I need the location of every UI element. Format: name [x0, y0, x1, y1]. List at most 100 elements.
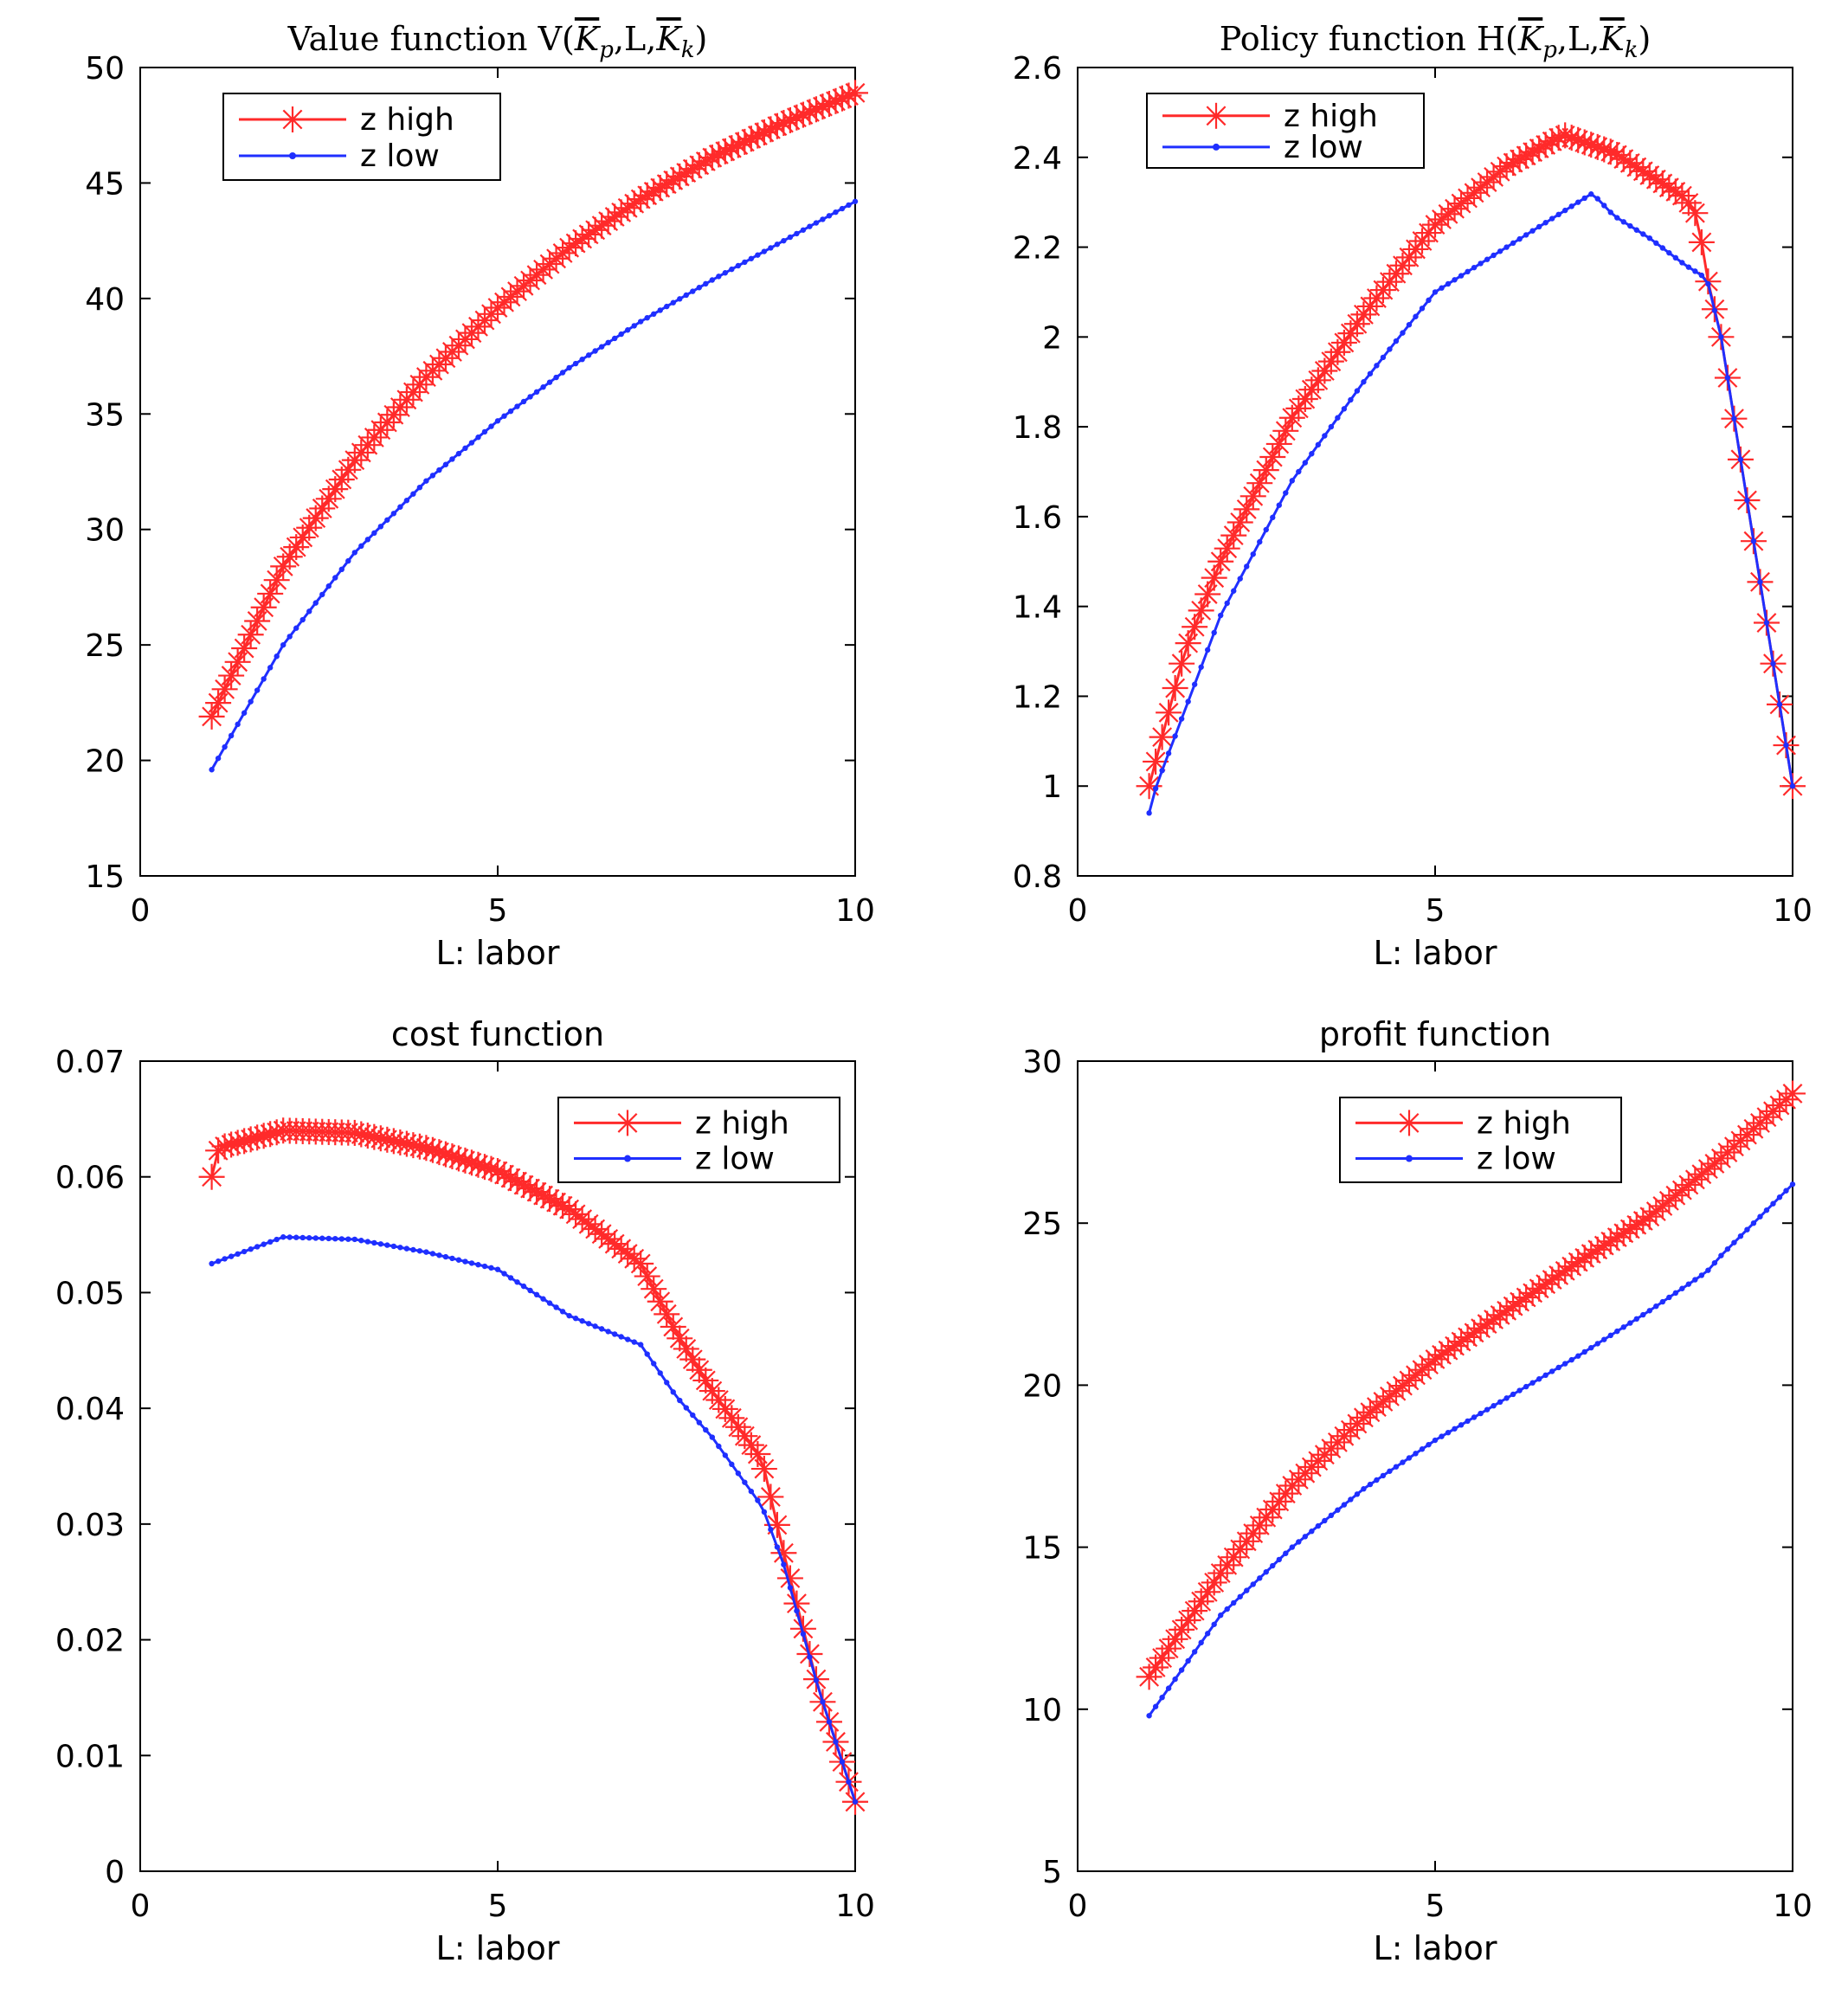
- y-tick-label: 1.2: [1013, 679, 1062, 715]
- data-point: [1744, 1226, 1750, 1232]
- data-point: [436, 1252, 442, 1258]
- data-point: [598, 1326, 605, 1332]
- data-point: [657, 1370, 663, 1376]
- data-point: [1620, 1324, 1626, 1330]
- data-point: [677, 296, 683, 302]
- data-point: [1789, 783, 1796, 789]
- data-point: [716, 1443, 722, 1450]
- data-point: [1406, 1455, 1413, 1461]
- data-point: [241, 710, 248, 716]
- data-point: [325, 583, 332, 589]
- data-point: [1770, 660, 1776, 666]
- legend-box: [222, 93, 501, 181]
- y-tick-label: 0.03: [55, 1508, 125, 1543]
- data-point: [1204, 647, 1211, 653]
- data-point-asterisk: [621, 1245, 647, 1272]
- data-point: [1270, 514, 1276, 521]
- data-point: [611, 335, 618, 342]
- data-point: [1224, 600, 1230, 607]
- data-point: [1250, 551, 1256, 557]
- data-point: [670, 1389, 676, 1395]
- data-point: [1523, 232, 1529, 238]
- data-point-asterisk: [231, 635, 258, 662]
- data-point: [429, 1251, 436, 1257]
- y-tick-label: 1.4: [1013, 590, 1062, 626]
- data-point: [566, 1312, 572, 1319]
- data-point: [1633, 1316, 1639, 1323]
- data-point-asterisk: [263, 567, 290, 594]
- data-point: [1270, 1562, 1276, 1569]
- data-point: [1458, 1422, 1465, 1428]
- data-point: [1536, 223, 1542, 230]
- data-point: [1568, 1356, 1574, 1363]
- chart-title-part: K: [1599, 20, 1626, 58]
- data-point: [1646, 235, 1653, 241]
- data-point: [1315, 441, 1322, 448]
- data-point: [1614, 1328, 1620, 1335]
- data-point: [280, 641, 287, 648]
- data-point: [1737, 456, 1744, 463]
- data-point: [598, 344, 605, 350]
- data-point: [1581, 195, 1587, 202]
- data-point-asterisk: [757, 1483, 784, 1510]
- data-point-asterisk: [1252, 457, 1279, 484]
- series-line: [210, 1129, 857, 1803]
- data-point: [1659, 245, 1666, 251]
- data-point: [1185, 1657, 1191, 1664]
- data-point: [1302, 460, 1309, 466]
- data-point: [468, 1260, 475, 1266]
- data-point: [1380, 354, 1387, 361]
- data-point: [1374, 1477, 1380, 1483]
- data-point: [1309, 451, 1315, 457]
- data-point: [423, 1249, 429, 1255]
- data-point: [540, 384, 546, 390]
- data-point: [839, 205, 846, 212]
- data-point: [1361, 1486, 1367, 1492]
- legend-label: z high: [1284, 99, 1378, 134]
- data-point: [1731, 1239, 1737, 1245]
- data-point: [371, 1239, 377, 1246]
- data-point: [455, 1257, 462, 1263]
- data-point: [1705, 280, 1711, 287]
- data-point: [1419, 306, 1426, 312]
- legend-marker-asterisk: [1203, 102, 1229, 129]
- data-point-asterisk: [1675, 190, 1702, 216]
- data-point: [1152, 1703, 1159, 1709]
- data-point: [423, 478, 429, 484]
- data-point: [1296, 1539, 1302, 1545]
- data-point: [1510, 240, 1516, 247]
- data-point: [1783, 742, 1789, 749]
- x-axis-label: L: labor: [436, 1929, 560, 1967]
- y-tick-label: 0.06: [55, 1161, 125, 1196]
- data-point: [228, 1253, 235, 1259]
- data-point: [800, 1631, 807, 1638]
- data-point: [1757, 1213, 1763, 1220]
- data-point-asterisk: [1246, 470, 1273, 497]
- data-point: [1705, 1267, 1711, 1273]
- legend-label: z low: [1284, 130, 1363, 165]
- data-point-asterisk: [1156, 699, 1182, 726]
- data-point: [553, 374, 559, 381]
- data-point: [553, 1304, 559, 1310]
- data-point: [690, 1412, 696, 1419]
- y-tick-label: 2: [1042, 320, 1062, 356]
- data-point-asterisk: [750, 1456, 777, 1483]
- data-point: [507, 408, 514, 415]
- data-point: [611, 1331, 618, 1337]
- data-point: [605, 1329, 611, 1335]
- y-tick-label: 25: [1022, 1207, 1062, 1242]
- data-point: [794, 230, 800, 237]
- data-point: [1776, 1194, 1783, 1200]
- data-point: [1698, 272, 1705, 279]
- data-point: [826, 213, 833, 219]
- data-point: [1770, 1200, 1776, 1207]
- x-tick-label: 5: [1426, 893, 1446, 929]
- data-point-asterisk: [1246, 1512, 1273, 1539]
- data-point: [787, 1585, 794, 1591]
- data-point: [358, 543, 364, 550]
- chart-title-part: p: [599, 37, 614, 63]
- data-point: [846, 1779, 852, 1785]
- data-point: [1159, 768, 1165, 774]
- data-point: [1452, 277, 1458, 283]
